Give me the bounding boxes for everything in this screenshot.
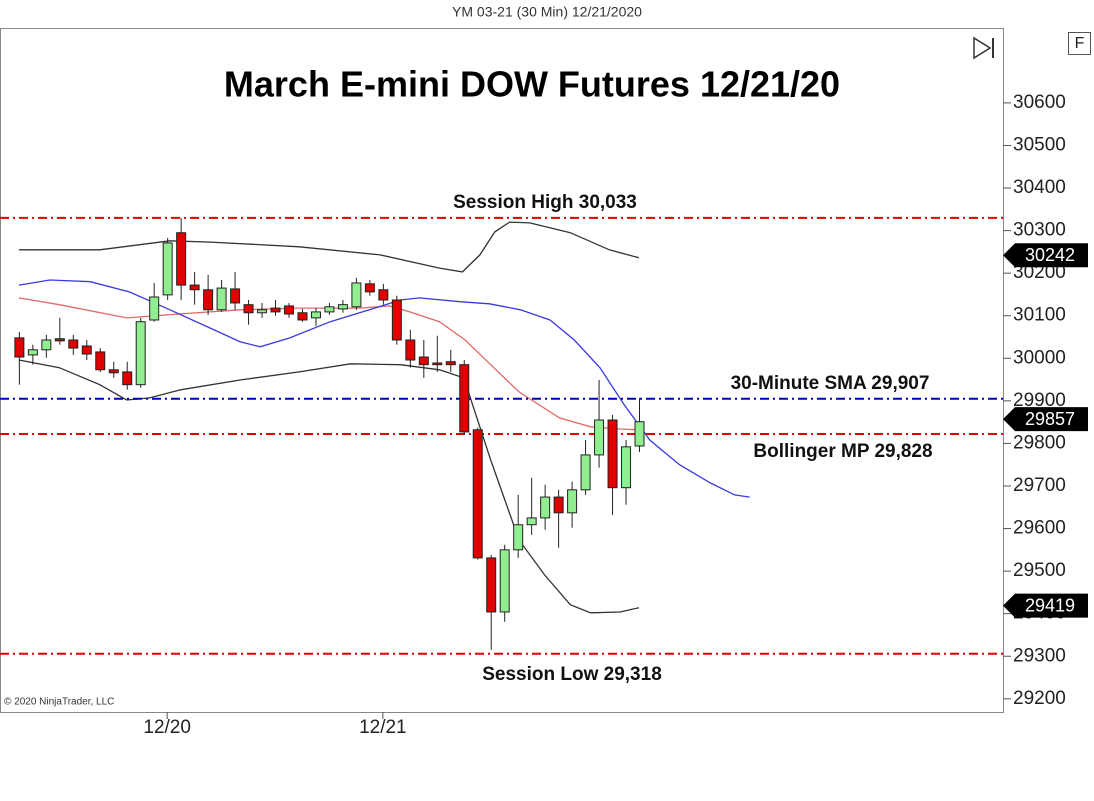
y-tick-label: 30000	[1013, 347, 1066, 368]
candle-body	[418, 356, 429, 366]
candle-body	[149, 296, 160, 321]
y-tick-label: 29700	[1013, 475, 1066, 496]
candle-body	[567, 489, 578, 514]
candle-body	[351, 282, 362, 308]
candle-body	[95, 351, 106, 371]
price-marker-label: 29857	[1025, 409, 1075, 429]
panel-button-label[interactable]: F	[1075, 35, 1085, 52]
y-tick-label: 30100	[1013, 305, 1066, 326]
candle-body	[499, 549, 510, 613]
candle-body	[432, 362, 443, 366]
candle-body	[14, 337, 25, 358]
candle-body	[54, 338, 65, 342]
candle-body	[391, 299, 402, 341]
y-tick-label: 30600	[1013, 92, 1066, 113]
candle-body	[553, 496, 564, 514]
candle-body	[135, 321, 146, 386]
candle-body	[580, 454, 591, 491]
candle-body	[122, 371, 133, 386]
candle-body	[459, 364, 470, 433]
candle-body	[257, 309, 268, 314]
candle-body	[472, 429, 483, 559]
chart-header: YM 03-21 (30 Min) 12/21/2020	[452, 4, 642, 20]
price-marker-label: 30242	[1025, 245, 1075, 265]
scroll-end-icon[interactable]	[973, 36, 994, 60]
candle-body	[203, 289, 214, 311]
candle-body	[378, 289, 389, 301]
candle-body	[364, 283, 375, 293]
annotation: Session High 30,033	[453, 192, 637, 213]
y-tick-label: 30400	[1013, 177, 1066, 198]
candle-body	[526, 517, 537, 526]
price-marker	[1003, 407, 1088, 432]
candle-body	[176, 232, 187, 286]
candle-body	[108, 369, 119, 374]
indicator-line	[18, 297, 640, 431]
y-tick-label: 29200	[1013, 688, 1066, 709]
candle-body	[270, 307, 281, 313]
candle-body	[162, 242, 173, 296]
candle-body	[297, 312, 308, 321]
y-tick-label: 30300	[1013, 220, 1066, 241]
y-tick-label: 29900	[1013, 390, 1066, 411]
candle-body	[513, 524, 524, 551]
candle-body	[283, 305, 294, 315]
plot-area	[0, 216, 1003, 655]
candle-body	[607, 419, 618, 489]
candle-body	[216, 287, 227, 311]
candle-body	[621, 446, 632, 489]
y-tick-label: 29800	[1013, 432, 1066, 453]
indicator-line	[18, 279, 750, 498]
price-marker	[1003, 593, 1088, 618]
x-tick-label: 12/21	[359, 717, 407, 738]
y-tick-label: 30500	[1013, 134, 1066, 155]
candle-body	[445, 361, 456, 366]
annotation: 30-Minute SMA 29,907	[731, 373, 930, 394]
candle-body	[324, 306, 335, 313]
candle-body	[594, 419, 605, 456]
indicator-line	[18, 359, 640, 614]
candle-body	[68, 339, 79, 349]
copyright: © 2020 NinjaTrader, LLC	[4, 697, 114, 708]
candle-body	[486, 557, 497, 613]
candle-body	[540, 496, 551, 519]
price-marker-label: 29419	[1025, 595, 1075, 615]
y-tick-label: 30200	[1013, 262, 1066, 283]
candle-body	[189, 284, 200, 291]
candle-body	[634, 421, 645, 447]
y-tick-label: 29300	[1013, 645, 1066, 666]
candle-body	[243, 304, 254, 314]
x-tick-label: 12/20	[143, 717, 191, 738]
candle-body	[41, 339, 52, 351]
price-marker	[1003, 243, 1088, 268]
y-tick-label: 29500	[1013, 560, 1066, 581]
candle-body	[405, 339, 416, 361]
candle-body	[310, 311, 321, 319]
candle-body	[337, 304, 348, 310]
panel-button[interactable]	[1068, 32, 1091, 55]
annotation: Bollinger MP 29,828	[753, 441, 932, 462]
candle-body	[81, 345, 92, 355]
candle-body	[230, 288, 241, 304]
candle-body	[27, 349, 38, 356]
annotation: Session Low 29,318	[482, 664, 662, 685]
play-icon[interactable]	[973, 36, 992, 60]
y-tick-label: 29600	[1013, 518, 1066, 539]
chart-title: March E-mini DOW Futures 12/21/20	[224, 64, 840, 105]
